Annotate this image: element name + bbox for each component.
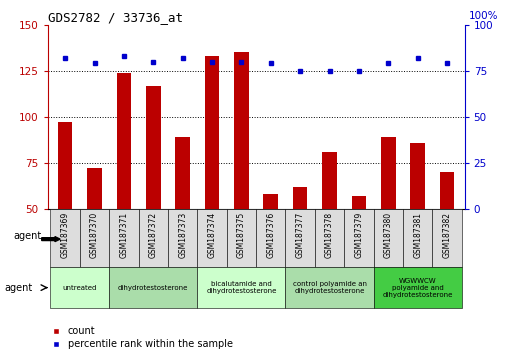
Text: WGWWCW
polyamide and
dihydrotestosterone: WGWWCW polyamide and dihydrotestosterone xyxy=(382,278,453,298)
Bar xyxy=(197,209,227,267)
Text: dihydrotestosterone: dihydrotestosterone xyxy=(118,285,188,291)
Text: agent: agent xyxy=(13,231,42,241)
Bar xyxy=(374,267,461,308)
Bar xyxy=(263,194,278,301)
Bar xyxy=(197,267,286,308)
Text: control polyamide an
dihydrotestosterone: control polyamide an dihydrotestosterone xyxy=(293,281,366,294)
Bar xyxy=(410,143,425,301)
Bar xyxy=(227,209,256,267)
Bar xyxy=(175,137,190,301)
Bar xyxy=(344,209,374,267)
Text: GSM187369: GSM187369 xyxy=(61,212,70,258)
Text: GSM187376: GSM187376 xyxy=(266,212,275,258)
Text: GSM187375: GSM187375 xyxy=(237,212,246,258)
Bar xyxy=(374,209,403,267)
Text: GSM187371: GSM187371 xyxy=(119,212,128,258)
Text: GSM187372: GSM187372 xyxy=(149,212,158,258)
Bar xyxy=(322,152,337,301)
Bar xyxy=(205,56,219,301)
Bar xyxy=(256,209,286,267)
Text: 100%: 100% xyxy=(469,11,498,21)
Bar xyxy=(146,86,161,301)
Bar xyxy=(51,209,80,267)
Bar xyxy=(440,172,455,301)
Bar xyxy=(58,122,72,301)
Bar xyxy=(87,169,102,301)
Bar xyxy=(80,209,109,267)
Bar xyxy=(109,267,197,308)
Bar xyxy=(138,209,168,267)
Text: agent: agent xyxy=(4,282,33,293)
Bar xyxy=(117,73,131,301)
Text: GDS2782 / 33736_at: GDS2782 / 33736_at xyxy=(48,11,183,24)
Bar xyxy=(286,209,315,267)
Bar xyxy=(109,209,138,267)
Bar xyxy=(51,267,109,308)
Text: GSM187380: GSM187380 xyxy=(384,212,393,258)
Bar xyxy=(432,209,461,267)
Bar xyxy=(286,267,374,308)
Text: GSM187373: GSM187373 xyxy=(178,212,187,258)
Text: bicalutamide and
dihydrotestosterone: bicalutamide and dihydrotestosterone xyxy=(206,281,277,294)
Text: GSM187377: GSM187377 xyxy=(296,212,305,258)
Bar xyxy=(403,209,432,267)
Text: GSM187370: GSM187370 xyxy=(90,212,99,258)
Text: GSM187378: GSM187378 xyxy=(325,212,334,258)
Bar xyxy=(168,209,197,267)
Bar xyxy=(381,137,395,301)
Bar xyxy=(315,209,344,267)
Legend: count, percentile rank within the sample: count, percentile rank within the sample xyxy=(52,326,233,349)
Text: GSM187379: GSM187379 xyxy=(354,212,363,258)
Bar xyxy=(352,196,366,301)
Text: untreated: untreated xyxy=(63,285,97,291)
Bar xyxy=(234,52,249,301)
Bar xyxy=(293,187,307,301)
Text: GSM187382: GSM187382 xyxy=(442,212,451,258)
Text: GSM187381: GSM187381 xyxy=(413,212,422,258)
Text: GSM187374: GSM187374 xyxy=(208,212,216,258)
